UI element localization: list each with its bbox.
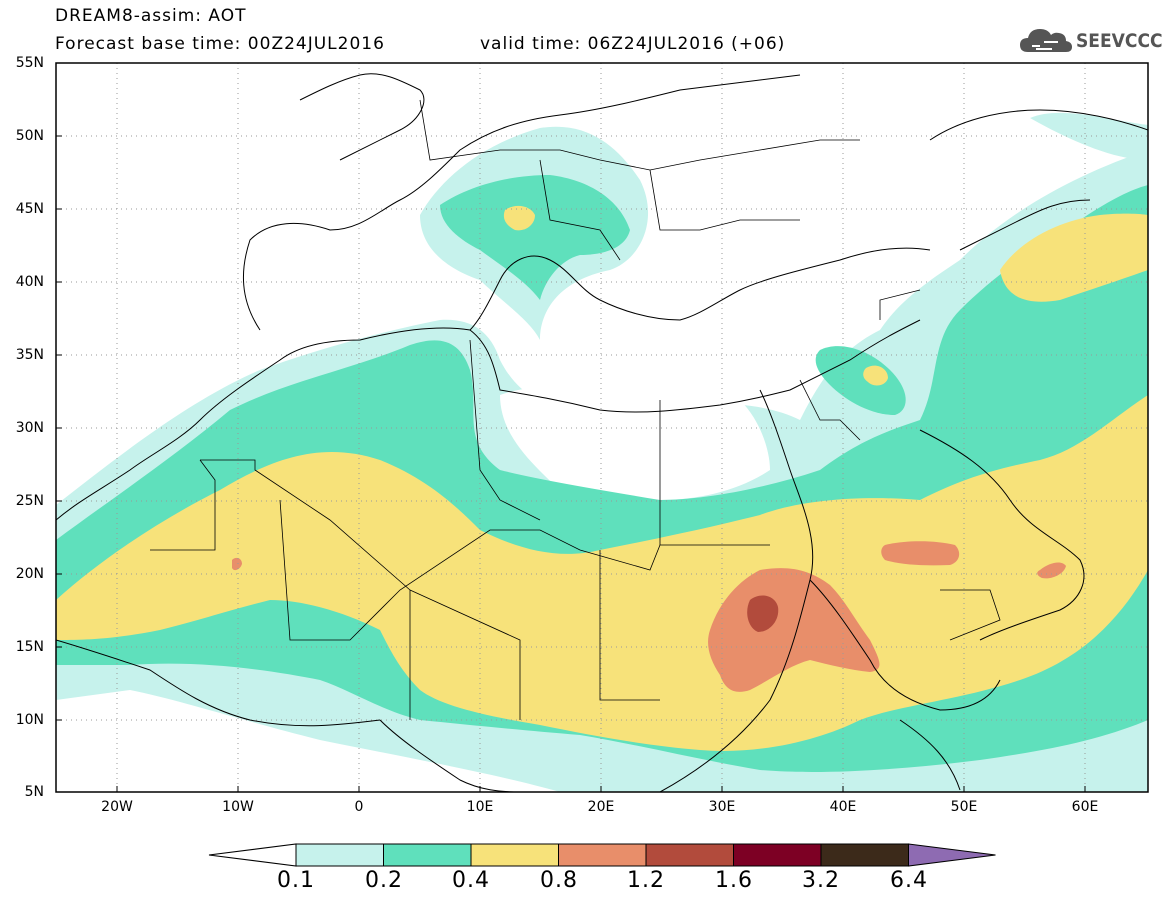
colorbar-segment bbox=[645, 843, 734, 867]
colorbar-segment bbox=[820, 843, 909, 867]
lon-label: 60E bbox=[1071, 799, 1099, 815]
cloud-icon bbox=[1020, 29, 1072, 52]
colorbar-arrow-high bbox=[908, 843, 996, 867]
lon-label: 20W bbox=[101, 799, 133, 815]
lon-label: 10E bbox=[466, 799, 494, 815]
colorbar-label: 3.2 bbox=[802, 868, 840, 893]
title-line-1: DREAM8-assim: AOT bbox=[55, 6, 247, 26]
colorbar-label: 6.4 bbox=[890, 868, 928, 893]
lon-label: 0 bbox=[354, 799, 364, 815]
lat-label: 45N bbox=[15, 201, 44, 217]
colorbar-segment bbox=[295, 843, 384, 867]
lat-label: 10N bbox=[15, 712, 44, 728]
colorbar-label: 1.2 bbox=[627, 868, 665, 893]
colorbar-segment bbox=[733, 843, 822, 867]
lat-label: 5N bbox=[24, 784, 44, 800]
colorbar-label: 0.1 bbox=[277, 868, 315, 893]
lat-label: 50N bbox=[15, 128, 44, 144]
graticule bbox=[56, 63, 1148, 792]
logo-text: SEEVCCC bbox=[1076, 30, 1163, 52]
lat-label: 35N bbox=[15, 347, 44, 363]
aot-band-0.8 bbox=[232, 541, 1066, 692]
lon-label: 50E bbox=[950, 799, 978, 815]
aot-contours bbox=[56, 112, 1148, 792]
lat-label: 15N bbox=[15, 639, 44, 655]
colorbar-segment bbox=[558, 843, 647, 867]
valid-time: valid time: 06Z24JUL2016 (+06) bbox=[480, 34, 786, 54]
lat-label: 40N bbox=[15, 274, 44, 290]
lon-label: 10W bbox=[222, 799, 254, 815]
lon-label: 40E bbox=[829, 799, 857, 815]
lat-label: 20N bbox=[15, 566, 44, 582]
coastlines bbox=[56, 73, 1148, 792]
lat-label: 30N bbox=[15, 420, 44, 436]
colorbar-label: 0.4 bbox=[452, 868, 490, 893]
colorbar bbox=[208, 843, 996, 867]
lat-label: 55N bbox=[15, 55, 44, 71]
lon-label: 20E bbox=[587, 799, 615, 815]
colorbar-arrow-low bbox=[208, 843, 297, 867]
lon-label: 30E bbox=[708, 799, 736, 815]
colorbar-label: 0.2 bbox=[365, 868, 403, 893]
colorbar-label: 0.8 bbox=[540, 868, 578, 893]
colorbar-segment bbox=[383, 843, 472, 867]
colorbar-label: 1.6 bbox=[715, 868, 753, 893]
axis-ticks bbox=[56, 135, 1086, 792]
forecast-base-time: Forecast base time: 00Z24JUL2016 bbox=[55, 34, 385, 54]
seevccc-logo: SEEVCCC bbox=[1018, 22, 1163, 58]
country-borders bbox=[150, 99, 1001, 720]
aot-band-1.2 bbox=[747, 595, 779, 632]
lat-label: 25N bbox=[15, 493, 44, 509]
colorbar-segment bbox=[470, 843, 559, 867]
